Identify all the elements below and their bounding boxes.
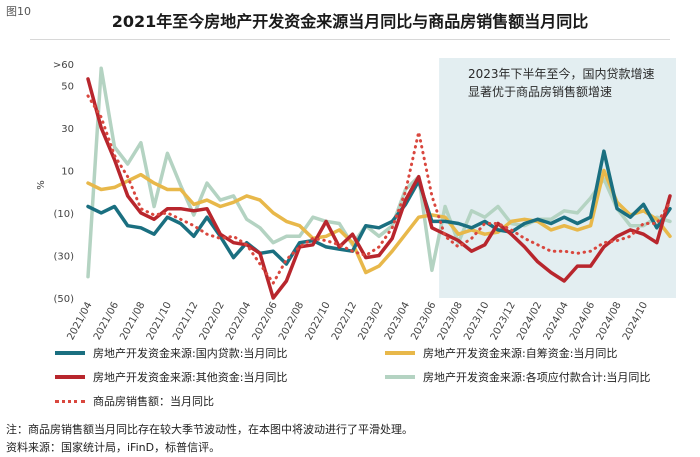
footnote-note: 注：商品房销售额当月同比存在较大季节波动性，在本图中将波动进行了平滑处理。	[6, 423, 413, 436]
x-tick-label: 2024/04	[542, 300, 571, 342]
legend-item-payables: 房地产开发资金来源:各项应付款合计:当月同比	[385, 369, 650, 385]
y-tick-label: 10	[61, 166, 74, 177]
series-line-yellow	[86, 168, 672, 275]
figure-label: 图10	[6, 5, 31, 18]
x-tick-label: 2022/06	[251, 300, 280, 342]
legend-item-domestic-loans: 房地产开发资金来源:国内贷款:当月同比	[55, 345, 287, 361]
y-tick-label: (10)	[53, 209, 74, 220]
y-tick-label: 30	[61, 124, 74, 135]
annotation-line-1: 2023年下半年至今，国内贷款增速	[468, 66, 655, 81]
legend-swatch-dotted	[55, 399, 85, 403]
x-tick-label: 2024/08	[595, 300, 624, 342]
y-tick-label: (50)	[53, 294, 74, 305]
chart-title: 2021年至今房地产开发资金来源当月同比与商品房销售额当月同比	[111, 12, 589, 31]
series-line-red	[86, 77, 672, 300]
x-tick-label: 2022/12	[330, 300, 359, 342]
annotation-line-2: 显著优于商品房销售额增速	[468, 84, 612, 99]
x-tick-label: 2021/12	[171, 300, 200, 342]
title-divider	[30, 39, 670, 40]
legend-label: 房地产开发资金来源:其他资金:当月同比	[93, 371, 288, 384]
footnote-source: 资料来源：国家统计局，iFinD，标普信评。	[6, 441, 221, 454]
x-tick-label: 2022/02	[198, 300, 227, 342]
x-tick-label: 2023/04	[383, 300, 412, 342]
y-tick-label: >60	[53, 60, 74, 71]
legend-item-other-funds: 房地产开发资金来源:其他资金:当月同比	[55, 369, 287, 385]
legend-swatch-red	[55, 375, 85, 379]
x-tick-label: 2022/04	[224, 300, 253, 342]
x-tick-label: 2023/08	[436, 300, 465, 342]
x-tick-label: 2023/02	[356, 300, 385, 342]
legend-swatch-yellow	[385, 351, 415, 355]
x-tick-label: 2021/08	[118, 300, 147, 342]
legend-item-sales: 商品房销售额：当月同比	[55, 393, 214, 409]
x-tick-label: 2024/02	[515, 300, 544, 342]
y-axis-label: %	[36, 180, 47, 190]
x-tick-label: 2024/10	[621, 300, 650, 342]
legend-swatch-teal	[55, 351, 85, 355]
x-tick-label: 2023/10	[462, 300, 491, 342]
y-tick-label: 50	[61, 81, 74, 92]
y-tick-label: (30)	[53, 251, 74, 262]
legend-label: 房地产开发资金来源:国内贷款:当月同比	[93, 347, 288, 360]
legend-swatch-pale	[385, 375, 415, 379]
legend-label: 房地产开发资金来源:自筹资金:当月同比	[423, 347, 618, 360]
x-tick-label: 2024/06	[568, 300, 597, 342]
legend-label: 房地产开发资金来源:各项应付款合计:当月同比	[423, 371, 651, 384]
legend-item-self-raised-funds: 房地产开发资金来源:自筹资金:当月同比	[385, 345, 617, 361]
x-tick-label: 2023/06	[409, 300, 438, 342]
series-line-dotted	[86, 94, 672, 285]
x-tick-label: 2022/10	[304, 300, 333, 342]
legend-label: 商品房销售额：当月同比	[93, 395, 214, 408]
x-tick-label: 2021/04	[65, 300, 94, 342]
x-tick-label: 2022/08	[277, 300, 306, 342]
series-line-teal	[86, 149, 672, 266]
x-tick-label: 2023/12	[489, 300, 518, 342]
line-chart: 2023年下半年至今，国内贷款增速 显著优于商品房销售额增速 >60 50 30 10…	[36, 58, 676, 342]
x-tick-label: 2021/06	[92, 300, 121, 342]
highlight-region	[439, 58, 676, 298]
x-tick-label: 2021/10	[145, 300, 174, 342]
